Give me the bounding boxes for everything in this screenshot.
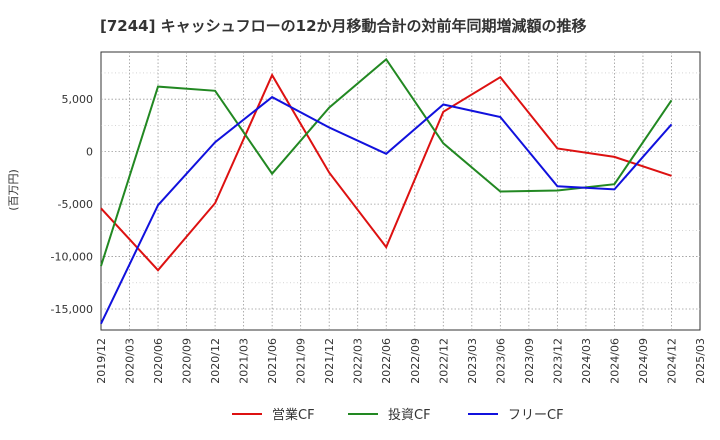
x-tick-label: 2021/09: [295, 338, 308, 384]
x-tick-label: 2023/12: [551, 338, 564, 384]
x-tick-label: 2022/03: [352, 338, 365, 384]
y-tick-label: -10,000: [51, 251, 93, 264]
x-tick-label: 2023/03: [466, 338, 479, 384]
y-tick-label: 5,000: [62, 93, 94, 106]
x-tick-label: 2024/12: [665, 338, 678, 384]
x-tick-label: 2024/06: [608, 338, 621, 384]
legend: 営業CF 投資CF フリーCF: [232, 407, 564, 423]
x-tick-label: 2021/12: [323, 338, 336, 384]
legend-label: フリーCF: [508, 408, 564, 423]
x-tick-label: 2023/09: [523, 338, 536, 384]
x-tick-label: 2022/06: [380, 338, 393, 384]
x-tick-label: 2020/09: [181, 338, 194, 384]
x-tick-label: 2020/06: [152, 338, 165, 384]
x-tick-label: 2021/06: [266, 338, 279, 384]
x-tick-label: 2020/03: [124, 338, 137, 384]
legend-label: 投資CF: [388, 407, 431, 423]
x-tick-label: 2022/09: [409, 338, 422, 384]
x-tick-label: 2025/03: [694, 338, 707, 384]
plot-frame: [100, 51, 701, 331]
x-tick-label: 2020/12: [209, 338, 222, 384]
x-tick-label: 2023/06: [494, 338, 507, 384]
chart-title: [7244] キャッシュフローの12か月移動合計の対前年同期増減額の推移: [100, 17, 587, 35]
x-tick-label: 2024/03: [580, 338, 593, 384]
x-axis: 2019/12 2020/03 2020/06 2020/09 2020/12 2021/…: [95, 338, 707, 384]
plot-area: [100, 51, 701, 331]
legend-label: 営業CF: [272, 407, 315, 423]
grid-lines: [101, 52, 700, 330]
series-lines: [100, 57, 673, 325]
y-tick-label: -5,000: [58, 198, 93, 211]
y-tick-label: 0: [86, 146, 93, 159]
x-tick-label: 2022/12: [437, 338, 450, 384]
y-axis-label: (百万円): [7, 169, 20, 211]
x-tick-label: 2021/03: [238, 338, 251, 384]
x-tick-label: 2019/12: [95, 338, 108, 384]
y-axis: 5,000 0 -5,000 -10,000 -15,000: [51, 93, 93, 316]
y-tick-label: -15,000: [51, 303, 93, 316]
x-tick-label: 2024/09: [637, 338, 650, 384]
